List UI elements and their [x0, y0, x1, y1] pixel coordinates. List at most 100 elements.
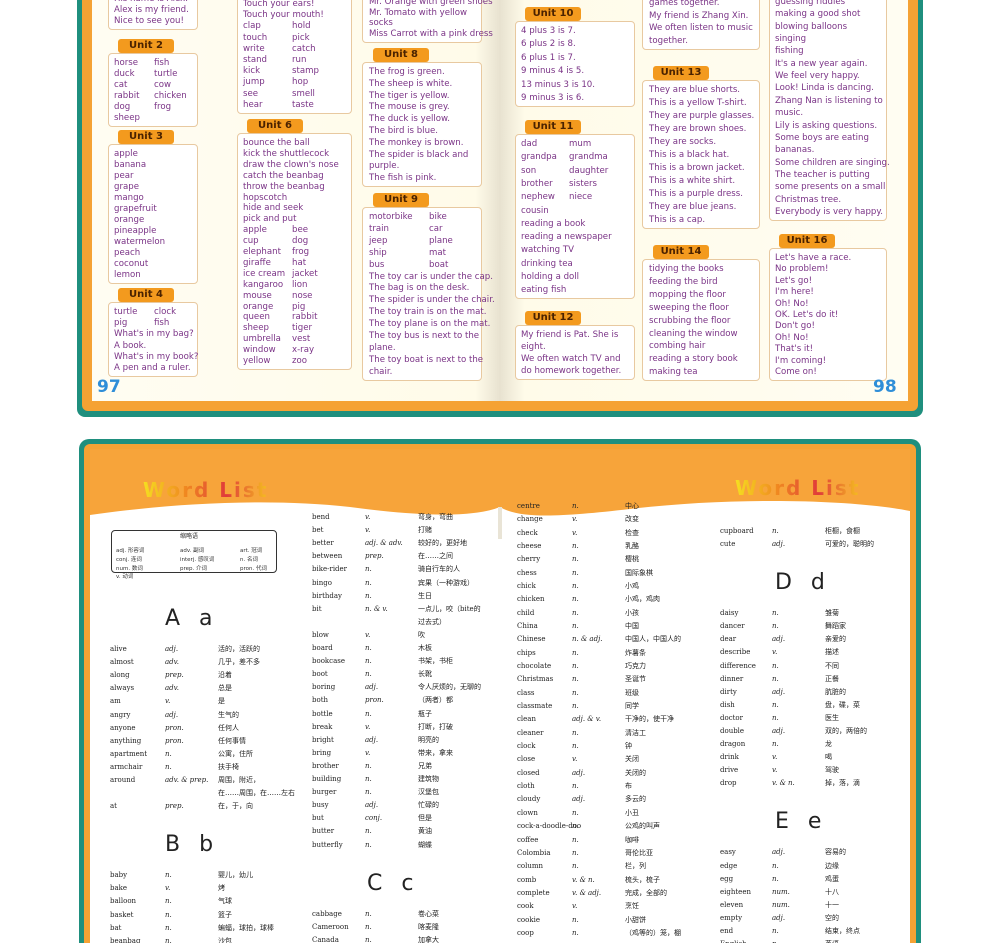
entry-pos: v.: [365, 630, 371, 639]
text-line: games together.: [649, 0, 720, 8]
vocab-word: train: [369, 223, 390, 234]
entry-pos: n. & adj.: [572, 635, 603, 644]
text-line: kick the shuttlecock: [243, 148, 330, 159]
entry-meaning: 气球: [218, 897, 232, 906]
entry-pos: n.: [365, 761, 372, 770]
entry-word: dinner: [720, 674, 744, 683]
entry-pos: n.: [572, 662, 579, 671]
entry-word: child: [517, 608, 535, 617]
entry-pos: n.: [165, 749, 172, 758]
entry-meaning: 不同: [825, 661, 839, 670]
entry-meaning: 医生: [825, 713, 839, 722]
vocab-word: fish: [154, 318, 170, 329]
vocab-word: vest: [292, 334, 311, 345]
abbreviation-title: 缩略语: [180, 533, 199, 540]
vocab-word: dog: [114, 102, 131, 112]
entry-meaning: 活的，活跃的: [218, 645, 260, 653]
text-line: throw the beanbag: [243, 181, 325, 192]
text-line: eating fish: [521, 285, 567, 296]
vocab-word: window: [243, 345, 276, 356]
entry-meaning: 任何人: [218, 723, 239, 732]
entry-word: board: [312, 644, 333, 652]
vocab-word: mum: [569, 139, 592, 149]
entry-meaning: 烹饪: [625, 902, 639, 911]
vocab-word: niece: [569, 192, 593, 203]
entry-pos: n.: [165, 923, 172, 932]
entry-pos: n.: [572, 915, 579, 924]
abbreviation: pron. 代词: [240, 566, 267, 572]
entry-pos: n.: [572, 555, 579, 564]
vocab-word: jump: [243, 77, 265, 88]
page-number: 98: [873, 377, 897, 397]
abbreviation: n. 名词: [240, 557, 258, 563]
text-line: coconut: [114, 259, 149, 269]
entry-pos: adj.: [165, 710, 179, 719]
vocab-word: dog: [292, 236, 309, 247]
vocab-word: duck: [114, 69, 135, 79]
entry-meaning: 哥伦比亚: [625, 848, 653, 857]
entry-meaning: 书架，书柜: [418, 657, 453, 666]
header-band: [90, 449, 910, 539]
unit-box: [642, 259, 760, 382]
text-line: They are socks.: [649, 137, 717, 147]
text-line: sweeping the floor: [649, 302, 729, 313]
abbreviation-box: [111, 530, 277, 573]
entry-word: Cameroon: [312, 922, 349, 931]
entry-pos: adv.: [165, 684, 180, 693]
entry-word: clown: [517, 808, 538, 817]
entry-meaning: 关闭的: [625, 768, 646, 777]
entry-pos: n.: [572, 862, 579, 871]
text-line: The toy car is under the cap.: [369, 271, 493, 282]
vocab-word: ice cream: [243, 268, 286, 279]
entry-pos: prep.: [165, 671, 184, 680]
vocab-word: turtle: [114, 307, 138, 317]
entry-pos: v. & adj.: [572, 888, 602, 897]
letter-heading: A a: [165, 606, 219, 631]
entry-word: China: [517, 622, 538, 631]
text-line: purple.: [369, 161, 400, 172]
entry-meaning: 巧克力: [625, 662, 646, 671]
vocab-word: jacket: [292, 268, 318, 279]
text-line: pear: [114, 171, 134, 181]
vocab-word: rabbit: [292, 312, 318, 323]
entry-word: easy: [720, 848, 736, 857]
text-line: mango: [114, 193, 144, 203]
entry-pos: conj.: [365, 814, 383, 823]
entry-word: dear: [720, 635, 737, 644]
abbreviation: num. 数词: [116, 566, 143, 572]
entry-meaning: 雏菊: [825, 609, 839, 618]
text-line: Come on!: [775, 367, 817, 377]
vocab-word: apple: [243, 225, 267, 236]
entry-pos: n.: [365, 670, 372, 679]
entry-meaning: 黄油: [418, 827, 432, 836]
entry-word: at: [110, 802, 117, 811]
entry-meaning: 生气的: [218, 710, 239, 719]
entry-pos: adj.: [772, 727, 786, 735]
entry-pos: adj.: [772, 913, 786, 922]
entry-word: dirty: [720, 687, 737, 696]
entry-pos: n.: [165, 910, 172, 919]
vocab-word: jeep: [369, 235, 388, 246]
entry-word: alive: [110, 645, 127, 653]
entry-meaning: 长靴: [418, 670, 432, 679]
vocab-word: grandpa: [521, 152, 557, 163]
abbreviation: v. 动词: [116, 574, 134, 580]
vocab-word: x-ray: [292, 345, 315, 356]
text-line: The tiger is yellow.: [369, 90, 450, 101]
text-line: hopscotch: [243, 192, 288, 203]
entry-word: boot: [312, 670, 328, 679]
entry-word: cleaner: [517, 728, 544, 737]
entry-pos: n.: [572, 808, 579, 817]
unit-title: Unit 11: [525, 120, 581, 134]
vocab-word: cup: [243, 236, 259, 247]
entry-pos: n.: [772, 661, 779, 670]
entry-word: better: [312, 539, 334, 548]
entry-pos: n.: [572, 568, 579, 577]
entry-word: bend: [312, 513, 330, 521]
entry-pos: n.: [165, 936, 172, 943]
vocab-word: clock: [154, 307, 177, 317]
vocab-word: write: [243, 43, 265, 54]
entry-word: boring: [312, 683, 336, 692]
letter-heading: C c: [367, 870, 420, 896]
entry-word: bottle: [312, 709, 333, 718]
